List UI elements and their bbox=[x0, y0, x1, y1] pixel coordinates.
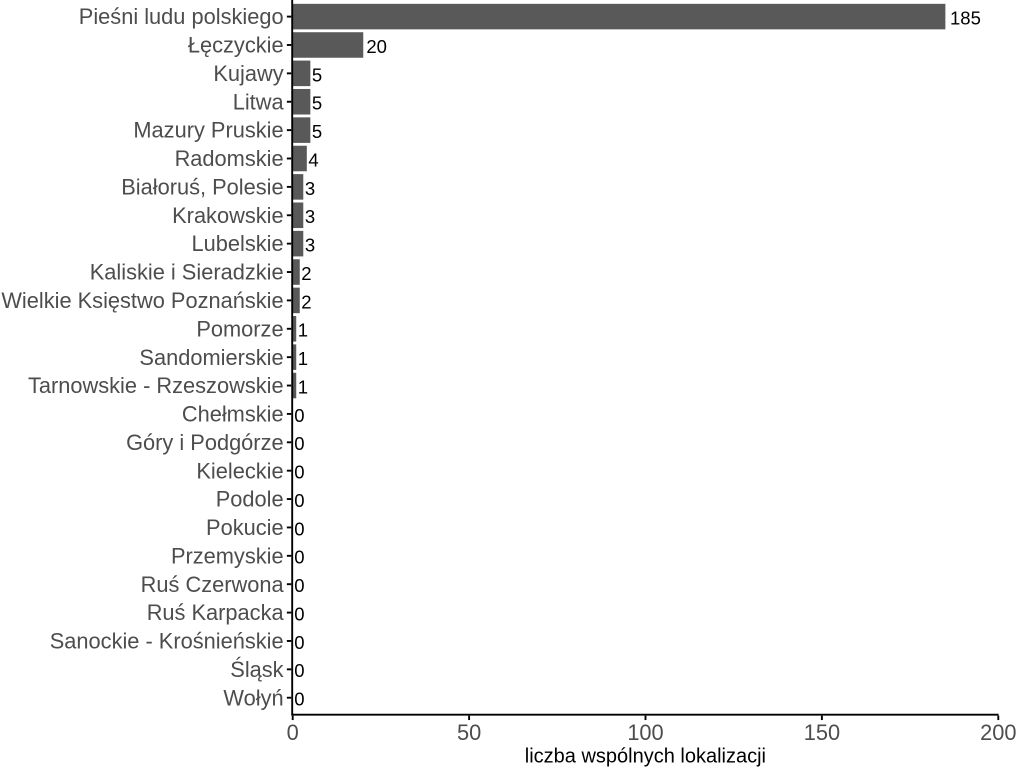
svg-text:Sandomierskie: Sandomierskie bbox=[139, 345, 283, 370]
svg-text:Tarnowskie - Rzeszowskie: Tarnowskie - Rzeszowskie bbox=[28, 373, 284, 398]
svg-text:0: 0 bbox=[294, 660, 304, 681]
svg-text:Ruś Czerwona: Ruś Czerwona bbox=[141, 572, 285, 597]
svg-text:2: 2 bbox=[301, 291, 311, 312]
svg-text:Kieleckie: Kieleckie bbox=[196, 458, 283, 483]
svg-text:Lubelskie: Lubelskie bbox=[191, 231, 283, 256]
svg-text:0: 0 bbox=[294, 603, 304, 624]
svg-text:3: 3 bbox=[305, 206, 315, 227]
svg-text:Mazury Pruskie: Mazury Pruskie bbox=[133, 118, 283, 143]
svg-text:3: 3 bbox=[305, 178, 315, 199]
svg-text:Kaliskie i Sieradzkie: Kaliskie i Sieradzkie bbox=[90, 260, 284, 285]
svg-text:Podole: Podole bbox=[216, 487, 284, 512]
svg-text:5: 5 bbox=[312, 121, 322, 142]
svg-text:100: 100 bbox=[627, 720, 663, 745]
svg-text:Radomskie: Radomskie bbox=[175, 146, 284, 171]
svg-text:Sanockie - Krośnieńskie: Sanockie - Krośnieńskie bbox=[50, 629, 284, 654]
svg-text:2: 2 bbox=[301, 263, 311, 284]
svg-text:0: 0 bbox=[294, 405, 304, 426]
svg-text:5: 5 bbox=[312, 93, 322, 114]
svg-text:Kujawy: Kujawy bbox=[213, 61, 283, 86]
svg-text:0: 0 bbox=[294, 433, 304, 454]
svg-text:Pieśni ludu polskiego: Pieśni ludu polskiego bbox=[79, 4, 284, 29]
svg-text:Wielkie Księstwo Poznańskie: Wielkie Księstwo Poznańskie bbox=[1, 288, 283, 313]
svg-text:1: 1 bbox=[298, 320, 308, 341]
svg-text:Białoruś, Polesie: Białoruś, Polesie bbox=[121, 174, 283, 199]
svg-text:0: 0 bbox=[294, 462, 304, 483]
svg-text:5: 5 bbox=[312, 64, 322, 85]
svg-text:0: 0 bbox=[294, 632, 304, 653]
svg-text:0: 0 bbox=[294, 575, 304, 596]
svg-text:4: 4 bbox=[308, 149, 318, 170]
svg-text:0: 0 bbox=[287, 720, 299, 745]
svg-text:Pomorze: Pomorze bbox=[196, 316, 283, 341]
svg-text:Litwa: Litwa bbox=[233, 89, 285, 114]
svg-text:1: 1 bbox=[298, 376, 308, 397]
svg-text:1: 1 bbox=[298, 348, 308, 369]
svg-text:20: 20 bbox=[366, 36, 387, 57]
svg-text:0: 0 bbox=[294, 547, 304, 568]
svg-text:0: 0 bbox=[294, 689, 304, 710]
svg-text:185: 185 bbox=[950, 8, 981, 29]
svg-text:0: 0 bbox=[294, 490, 304, 511]
svg-text:50: 50 bbox=[457, 720, 481, 745]
svg-text:150: 150 bbox=[804, 720, 840, 745]
svg-text:Ruś Karpacka: Ruś Karpacka bbox=[147, 600, 285, 625]
svg-text:Krakowskie: Krakowskie bbox=[172, 203, 283, 228]
svg-text:Łęczyckie: Łęczyckie bbox=[188, 33, 284, 58]
svg-text:Śląsk: Śląsk bbox=[230, 657, 283, 682]
svg-text:Pokucie: Pokucie bbox=[206, 515, 284, 540]
svg-text:liczba wspólnych lokalizacji: liczba wspólnych lokalizacji bbox=[525, 746, 766, 768]
svg-text:Przemyskie: Przemyskie bbox=[171, 543, 284, 568]
svg-text:Chełmskie: Chełmskie bbox=[182, 402, 284, 427]
svg-text:3: 3 bbox=[305, 235, 315, 256]
svg-text:Wołyń: Wołyń bbox=[223, 685, 283, 710]
svg-text:0: 0 bbox=[294, 518, 304, 539]
svg-text:200: 200 bbox=[980, 720, 1016, 745]
svg-text:Góry i Podgórze: Góry i Podgórze bbox=[126, 430, 284, 455]
